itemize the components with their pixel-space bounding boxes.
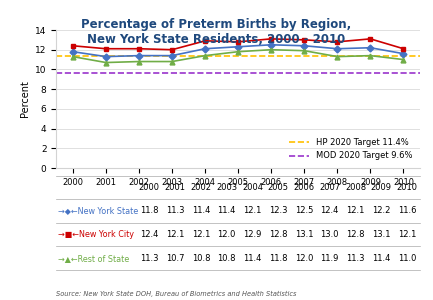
Text: 12.1: 12.1	[243, 206, 262, 215]
Text: 10.8: 10.8	[217, 254, 236, 263]
Text: 13.0: 13.0	[320, 230, 339, 239]
New York State	[70, 50, 75, 53]
Text: 2010: 2010	[397, 183, 417, 192]
Text: 11.3: 11.3	[140, 254, 158, 263]
Text: 12.0: 12.0	[217, 230, 236, 239]
New York City	[103, 47, 109, 50]
Text: 2002: 2002	[191, 183, 211, 192]
Text: →▲←Rest of State: →▲←Rest of State	[58, 254, 130, 263]
New York State	[103, 55, 109, 58]
Text: 2007: 2007	[319, 183, 340, 192]
Line: Rest of State: Rest of State	[71, 47, 406, 65]
New York City	[368, 37, 373, 41]
New York State	[335, 47, 340, 50]
Rest of State	[368, 54, 373, 57]
Text: 12.5: 12.5	[295, 206, 313, 215]
New York City	[268, 37, 274, 41]
Text: 12.3: 12.3	[269, 206, 288, 215]
Text: 11.4: 11.4	[243, 254, 262, 263]
Text: Percentage of Preterm Births by Region,
New York State Residents, 2000 - 2010: Percentage of Preterm Births by Region, …	[81, 18, 352, 46]
New York State	[236, 45, 241, 49]
Text: 2003: 2003	[216, 183, 237, 192]
Line: New York State: New York State	[71, 42, 406, 59]
Text: 2000: 2000	[139, 183, 160, 192]
Text: →■←New York City: →■←New York City	[58, 230, 135, 239]
Text: 12.0: 12.0	[295, 254, 313, 263]
Text: 12.4: 12.4	[320, 206, 339, 215]
Rest of State	[401, 58, 406, 61]
Rest of State	[136, 60, 142, 63]
Text: 13.1: 13.1	[372, 230, 391, 239]
Rest of State	[203, 54, 208, 57]
Text: Source: New York State DOH, Bureau of Biometrics and Health Statistics: Source: New York State DOH, Bureau of Bi…	[56, 291, 297, 297]
Text: 11.4: 11.4	[192, 206, 210, 215]
Text: 11.8: 11.8	[140, 206, 158, 215]
Rest of State	[70, 55, 75, 58]
Text: 13.1: 13.1	[295, 230, 313, 239]
Text: 12.1: 12.1	[166, 230, 184, 239]
Text: 2005: 2005	[268, 183, 289, 192]
New York City	[203, 39, 208, 43]
Text: 12.9: 12.9	[243, 230, 262, 239]
Text: 2008: 2008	[345, 183, 366, 192]
Rest of State	[335, 55, 340, 58]
Legend: HP 2020 Target 11.4%, MOD 2020 Target 9.6%: HP 2020 Target 11.4%, MOD 2020 Target 9.…	[285, 135, 416, 164]
Text: 11.4: 11.4	[217, 206, 236, 215]
Text: 11.0: 11.0	[398, 254, 416, 263]
Rest of State	[302, 49, 307, 52]
Text: 2001: 2001	[165, 183, 186, 192]
New York State	[169, 54, 174, 57]
New York State	[302, 44, 307, 48]
Line: New York City: New York City	[71, 36, 406, 52]
Text: 2009: 2009	[371, 183, 392, 192]
Text: 12.8: 12.8	[269, 230, 288, 239]
Text: 12.8: 12.8	[346, 230, 365, 239]
New York City	[236, 40, 241, 44]
New York City	[70, 44, 75, 48]
New York City	[335, 40, 340, 44]
New York State	[401, 52, 406, 56]
Text: 12.1: 12.1	[192, 230, 210, 239]
Text: 11.4: 11.4	[372, 254, 391, 263]
Text: 11.8: 11.8	[269, 254, 288, 263]
Text: 12.1: 12.1	[346, 206, 365, 215]
New York City	[401, 47, 406, 50]
Text: 11.9: 11.9	[320, 254, 339, 263]
Rest of State	[268, 48, 274, 52]
Text: 2004: 2004	[242, 183, 263, 192]
Text: 11.3: 11.3	[346, 254, 365, 263]
Text: 2006: 2006	[294, 183, 314, 192]
Rest of State	[103, 61, 109, 64]
Text: 12.4: 12.4	[140, 230, 158, 239]
Y-axis label: Percent: Percent	[19, 81, 29, 117]
Rest of State	[236, 50, 241, 53]
New York State	[136, 54, 142, 57]
New York State	[268, 43, 274, 46]
Text: →◆←New York State: →◆←New York State	[58, 206, 139, 215]
Rest of State	[169, 60, 174, 63]
Text: 10.8: 10.8	[192, 254, 210, 263]
New York State	[368, 46, 373, 50]
Text: 11.6: 11.6	[398, 206, 417, 215]
Text: 11.3: 11.3	[166, 206, 184, 215]
New York City	[169, 48, 174, 52]
Text: 10.7: 10.7	[166, 254, 184, 263]
New York City	[302, 38, 307, 42]
New York City	[136, 47, 142, 50]
Text: 12.2: 12.2	[372, 206, 391, 215]
Text: 12.1: 12.1	[398, 230, 416, 239]
New York State	[203, 47, 208, 50]
